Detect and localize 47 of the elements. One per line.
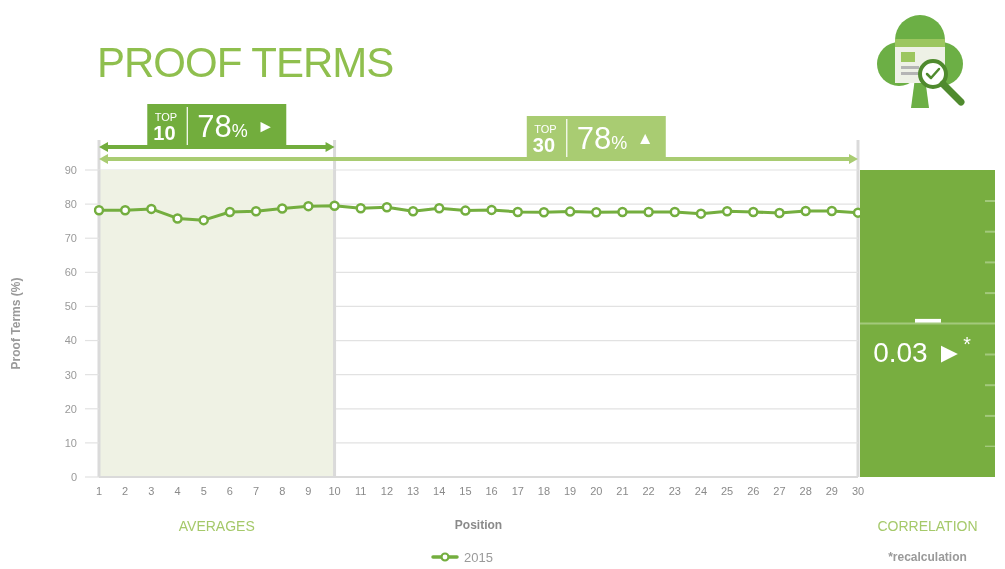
y-tick-label: 80 xyxy=(64,198,77,211)
x-tick-label: 21 xyxy=(616,484,629,497)
x-tick-label: 23 xyxy=(668,484,681,497)
x-tick-label: 7 xyxy=(252,484,260,497)
x-tick-label: 16 xyxy=(485,484,498,497)
x-tick-label: 29 xyxy=(825,484,838,497)
y-tick-label: 10 xyxy=(64,436,77,449)
y-tick-label: 20 xyxy=(64,402,77,415)
x-tick-label: 15 xyxy=(459,484,472,497)
x-tick-label: 4 xyxy=(174,484,181,497)
x-tick-label: 28 xyxy=(799,484,812,497)
y-tick-label: 0 xyxy=(70,470,77,483)
x-tick-label: 19 xyxy=(563,484,577,497)
y-tick-label: 90 xyxy=(64,163,77,176)
x-tick-label: 2 xyxy=(122,484,129,497)
x-tick-label: 17 xyxy=(511,484,524,497)
x-tick-label: 18 xyxy=(537,484,551,497)
x-tick-label: 26 xyxy=(747,484,760,497)
x-tick-label: 11 xyxy=(355,484,367,497)
y-tick-label: 60 xyxy=(64,266,77,279)
x-tick-label: 13 xyxy=(406,484,420,497)
x-tick-label: 22 xyxy=(642,484,655,497)
y-tick-label: 70 xyxy=(64,232,77,245)
legend-label: 2015 xyxy=(464,549,493,565)
x-tick-label: 5 xyxy=(200,484,207,497)
x-tick-label: 8 xyxy=(279,484,286,497)
x-tick-label: 1 xyxy=(95,484,103,497)
x-tick-label: 20 xyxy=(590,484,603,497)
x-tick-label: 9 xyxy=(305,484,312,497)
x-tick-label: 24 xyxy=(694,484,708,497)
x-tick-label: 3 xyxy=(148,484,155,497)
x-axis-title: Position xyxy=(454,518,503,532)
text: AVERAGES xyxy=(178,518,255,534)
y-tick-label: 30 xyxy=(64,368,77,381)
x-tick-label: 30 xyxy=(851,484,865,497)
y-tick-label: 40 xyxy=(64,334,77,347)
x-tick-label: 27 xyxy=(773,484,786,497)
x-tick-label: 14 xyxy=(433,484,446,497)
x-tick-label: 10 xyxy=(328,484,341,497)
x-tick-label: 12 xyxy=(380,484,394,497)
y-axis-title: Proof Terms (%) xyxy=(9,277,23,370)
chart-title: PROOF TERMS xyxy=(97,39,394,86)
x-tick-label: 25 xyxy=(721,484,734,497)
text: TOP 30 78% ▲ xyxy=(532,121,654,156)
y-tick-label: 50 xyxy=(64,300,77,313)
x-tick-label: 6 xyxy=(226,484,233,497)
text: TOP 10 78% ► xyxy=(153,109,275,144)
